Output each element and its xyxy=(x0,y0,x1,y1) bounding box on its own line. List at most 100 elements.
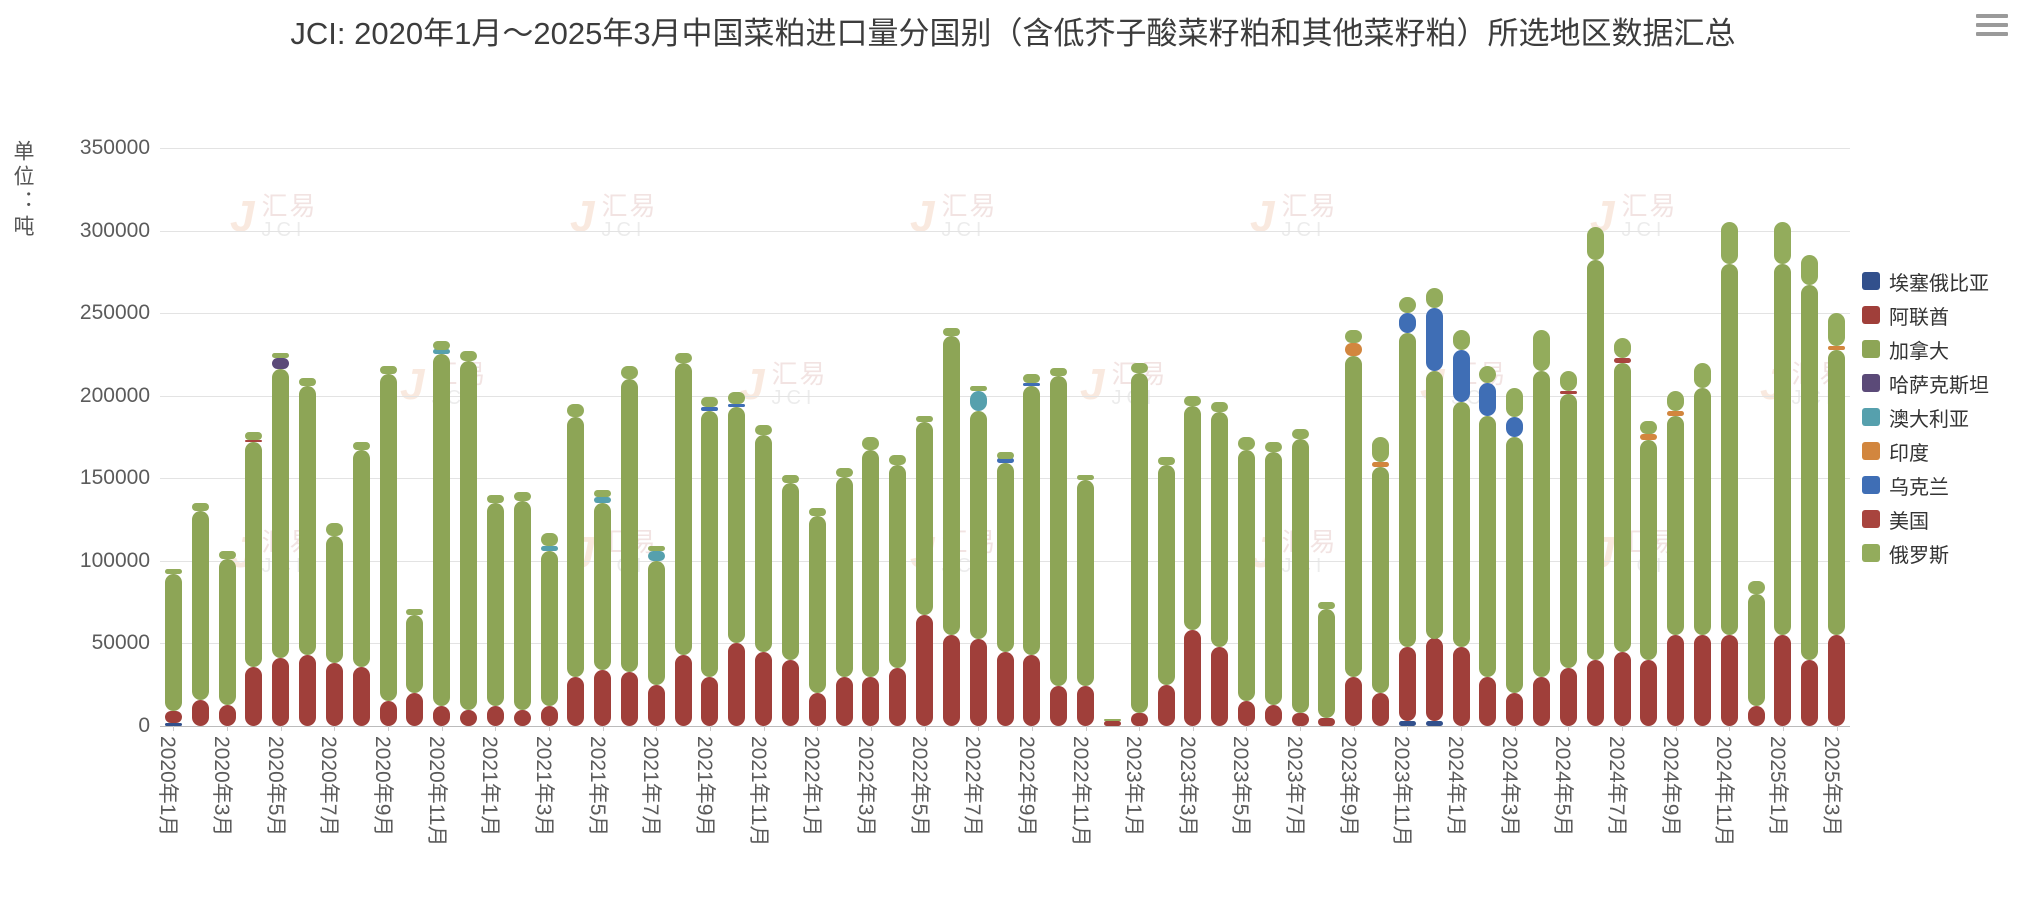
bar-segment-2023年10月-加拿大[interactable] xyxy=(1372,466,1390,693)
bar-segment-2023年11月-乌克兰[interactable] xyxy=(1398,313,1416,333)
bar-segment-2022年5月-俄罗斯[interactable] xyxy=(916,415,933,423)
bar-segment-2024年7月-美国[interactable] xyxy=(1613,357,1631,363)
bar-segment-2021年10月-俄罗斯[interactable] xyxy=(728,392,746,404)
bar-segment-2022年10月-阿联酋[interactable] xyxy=(1050,686,1068,726)
bar-segment-2021年12月-俄罗斯[interactable] xyxy=(781,474,799,484)
bar-segment-2024年4月-加拿大[interactable] xyxy=(1533,371,1550,677)
bar-segment-2022年9月-加拿大[interactable] xyxy=(1023,385,1041,655)
bar-segment-2022年6月-加拿大[interactable] xyxy=(942,336,960,636)
bar-segment-2025年2月-阿联酋[interactable] xyxy=(1801,659,1819,726)
bar-segment-2022年3月-加拿大[interactable] xyxy=(862,450,880,677)
bar-segment-2020年7月-俄罗斯[interactable] xyxy=(325,522,343,537)
bar-segment-2021年10月-乌克兰[interactable] xyxy=(728,404,746,408)
bar-segment-2023年12月-埃塞俄比亚[interactable] xyxy=(1425,721,1443,726)
legend-item-俄罗斯[interactable]: 俄罗斯 xyxy=(1862,536,1989,570)
bar-segment-2021年9月-乌克兰[interactable] xyxy=(701,407,719,411)
bar-segment-2022年8月-加拿大[interactable] xyxy=(996,463,1014,652)
bar-segment-2020年9月-阿联酋[interactable] xyxy=(379,701,397,726)
bar-segment-2023年2月-加拿大[interactable] xyxy=(1157,465,1175,685)
bar-segment-2022年7月-阿联酋[interactable] xyxy=(969,638,987,726)
bar-segment-2023年11月-加拿大[interactable] xyxy=(1398,332,1416,647)
bar-segment-2020年11月-阿联酋[interactable] xyxy=(433,706,451,726)
bar-segment-2020年12月-加拿大[interactable] xyxy=(460,361,477,710)
bar-segment-2021年5月-澳大利亚[interactable] xyxy=(594,496,612,504)
bar-segment-2022年8月-俄罗斯[interactable] xyxy=(996,451,1014,459)
bar-segment-2025年1月-加拿大[interactable] xyxy=(1774,263,1792,636)
bar-segment-2020年5月-俄罗斯[interactable] xyxy=(272,352,290,358)
bar-segment-2025年1月-阿联酋[interactable] xyxy=(1774,635,1792,726)
bar-segment-2022年11月-阿联酋[interactable] xyxy=(1077,686,1094,726)
legend-item-埃塞俄比亚[interactable]: 埃塞俄比亚 xyxy=(1862,264,1989,298)
bar-segment-2023年6月-加拿大[interactable] xyxy=(1264,451,1282,705)
bar-segment-2021年3月-加拿大[interactable] xyxy=(540,551,558,707)
bar-segment-2025年3月-俄罗斯[interactable] xyxy=(1828,313,1846,347)
bar-segment-2023年8月-俄罗斯[interactable] xyxy=(1318,602,1336,609)
bar-segment-2020年3月-俄罗斯[interactable] xyxy=(218,550,236,560)
bar-segment-2023年5月-阿联酋[interactable] xyxy=(1237,701,1255,726)
bar-segment-2024年5月-俄罗斯[interactable] xyxy=(1559,371,1577,391)
bar-segment-2025年2月-加拿大[interactable] xyxy=(1801,285,1819,660)
bar-segment-2021年3月-阿联酋[interactable] xyxy=(540,706,558,726)
bar-segment-2020年1月-埃塞俄比亚[interactable] xyxy=(164,722,182,726)
bar-segment-2023年8月-加拿大[interactable] xyxy=(1318,608,1336,718)
bar-segment-2022年11月-俄罗斯[interactable] xyxy=(1077,474,1094,480)
bar-segment-2021年10月-阿联酋[interactable] xyxy=(728,643,746,726)
bar-segment-2022年5月-加拿大[interactable] xyxy=(916,422,933,616)
bar-segment-2023年1月-俄罗斯[interactable] xyxy=(1130,362,1148,373)
bar-segment-2023年1月-阿联酋[interactable] xyxy=(1130,712,1148,726)
bar-segment-2020年2月-加拿大[interactable] xyxy=(191,511,209,700)
bar-segment-2020年4月-美国[interactable] xyxy=(245,440,263,442)
legend-item-澳大利亚[interactable]: 澳大利亚 xyxy=(1862,400,1989,434)
bar-segment-2021年1月-俄罗斯[interactable] xyxy=(486,494,504,504)
bar-segment-2023年12月-加拿大[interactable] xyxy=(1425,371,1443,639)
bar-segment-2022年10月-加拿大[interactable] xyxy=(1050,375,1068,687)
bar-segment-2023年10月-俄罗斯[interactable] xyxy=(1372,437,1390,462)
bar-segment-2020年12月-俄罗斯[interactable] xyxy=(460,351,477,361)
bar-segment-2023年4月-俄罗斯[interactable] xyxy=(1211,402,1229,413)
bar-segment-2023年1月-加拿大[interactable] xyxy=(1130,372,1148,713)
bar-segment-2021年4月-加拿大[interactable] xyxy=(567,417,585,677)
bar-segment-2022年3月-阿联酋[interactable] xyxy=(862,676,880,726)
bar-segment-2023年7月-阿联酋[interactable] xyxy=(1291,712,1309,726)
bar-segment-2020年4月-俄罗斯[interactable] xyxy=(245,432,263,441)
bar-segment-2024年11月-俄罗斯[interactable] xyxy=(1720,222,1738,264)
bar-segment-2022年12月-俄罗斯[interactable] xyxy=(1103,719,1121,721)
bar-segment-2021年1月-加拿大[interactable] xyxy=(486,503,504,707)
bar-segment-2021年2月-阿联酋[interactable] xyxy=(513,709,531,726)
bar-segment-2021年8月-加拿大[interactable] xyxy=(674,362,692,655)
bar-segment-2024年8月-印度[interactable] xyxy=(1640,433,1658,441)
bar-segment-2024年1月-加拿大[interactable] xyxy=(1452,402,1470,647)
bar-segment-2024年10月-加拿大[interactable] xyxy=(1694,387,1711,636)
bar-segment-2021年12月-加拿大[interactable] xyxy=(781,483,799,660)
bar-segment-2023年5月-加拿大[interactable] xyxy=(1237,450,1255,702)
bar-segment-2023年4月-阿联酋[interactable] xyxy=(1211,646,1229,726)
bar-segment-2020年1月-加拿大[interactable] xyxy=(164,574,182,712)
bar-segment-2022年4月-阿联酋[interactable] xyxy=(889,668,907,726)
bar-segment-2023年11月-埃塞俄比亚[interactable] xyxy=(1398,721,1416,726)
bar-segment-2022年7月-澳大利亚[interactable] xyxy=(969,390,987,411)
legend-item-加拿大[interactable]: 加拿大 xyxy=(1862,332,1989,366)
bar-segment-2023年9月-俄罗斯[interactable] xyxy=(1345,329,1363,343)
bar-segment-2020年8月-加拿大[interactable] xyxy=(352,450,370,667)
bar-segment-2023年10月-印度[interactable] xyxy=(1372,461,1390,467)
bar-segment-2025年3月-印度[interactable] xyxy=(1828,346,1846,350)
bar-segment-2022年8月-乌克兰[interactable] xyxy=(996,458,1014,464)
bar-segment-2024年10月-阿联酋[interactable] xyxy=(1694,635,1711,726)
bar-segment-2021年9月-俄罗斯[interactable] xyxy=(701,397,719,408)
bar-segment-2022年9月-阿联酋[interactable] xyxy=(1023,655,1041,726)
bar-segment-2023年8月-阿联酋[interactable] xyxy=(1318,717,1336,726)
bar-segment-2021年3月-澳大利亚[interactable] xyxy=(540,545,558,551)
bar-segment-2022年1月-阿联酋[interactable] xyxy=(808,693,826,726)
bar-segment-2022年9月-俄罗斯[interactable] xyxy=(1023,374,1041,383)
bar-segment-2022年6月-阿联酋[interactable] xyxy=(942,635,960,726)
bar-segment-2022年2月-阿联酋[interactable] xyxy=(835,676,853,726)
bar-segment-2022年2月-加拿大[interactable] xyxy=(835,476,853,677)
bar-segment-2020年2月-阿联酋[interactable] xyxy=(191,699,209,726)
bar-segment-2021年3月-俄罗斯[interactable] xyxy=(540,532,558,546)
bar-segment-2024年2月-乌克兰[interactable] xyxy=(1479,382,1497,416)
bar-segment-2020年11月-俄罗斯[interactable] xyxy=(433,341,451,350)
bar-segment-2023年6月-俄罗斯[interactable] xyxy=(1264,442,1282,452)
bar-segment-2023年10月-阿联酋[interactable] xyxy=(1372,693,1390,726)
bar-segment-2023年4月-加拿大[interactable] xyxy=(1211,412,1229,647)
bar-segment-2021年6月-加拿大[interactable] xyxy=(620,379,638,672)
